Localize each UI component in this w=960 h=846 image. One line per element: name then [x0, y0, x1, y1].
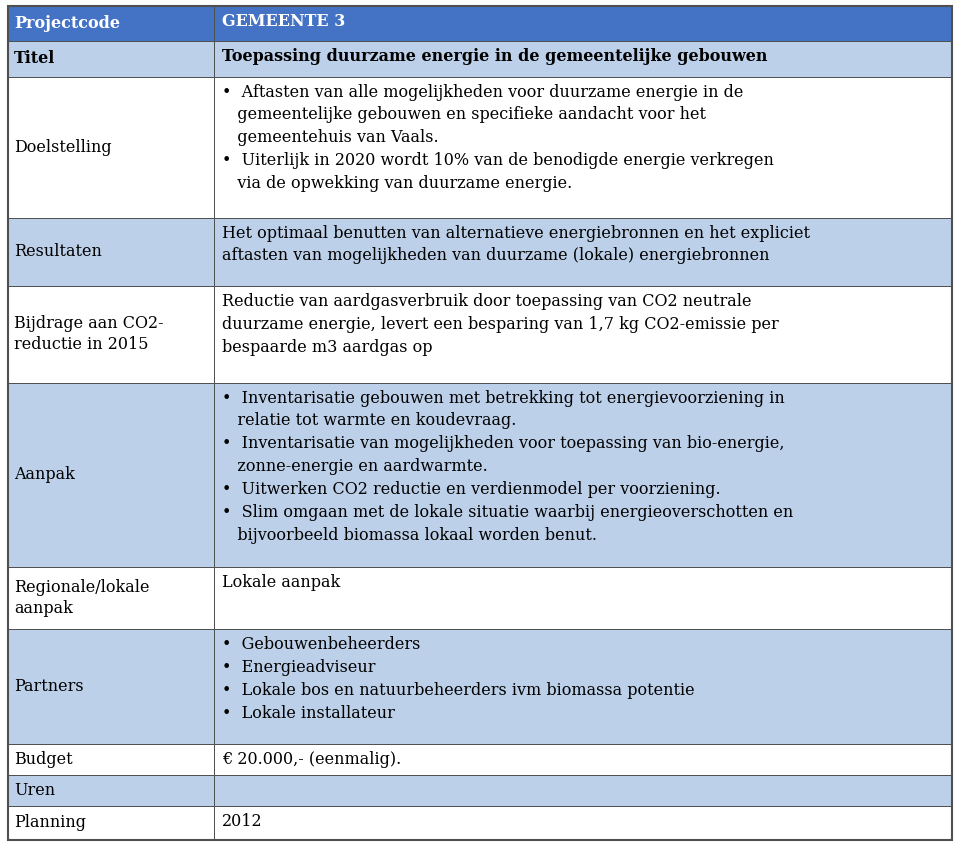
Text: Bijdrage aan CO2-
reductie in 2015: Bijdrage aan CO2- reductie in 2015: [14, 316, 163, 354]
Text: Budget: Budget: [14, 750, 73, 767]
Bar: [8, 217, 214, 286]
Bar: [8, 775, 214, 805]
Bar: [8, 629, 214, 744]
Text: Uren: Uren: [14, 782, 55, 799]
Text: € 20.000,- (eenmalig).: € 20.000,- (eenmalig).: [222, 750, 401, 767]
Text: Regionale/lokale
aanpak: Regionale/lokale aanpak: [14, 580, 150, 618]
Bar: [214, 744, 952, 775]
Bar: [214, 76, 952, 217]
Bar: [214, 382, 952, 567]
Bar: [8, 6, 214, 41]
Text: •  Gebouwenbeheerders
•  Energieadviseur
•  Lokale bos en natuurbeheerders ivm b: • Gebouwenbeheerders • Energieadviseur •…: [222, 636, 694, 722]
Bar: [8, 744, 214, 775]
Bar: [214, 805, 952, 840]
Bar: [8, 805, 214, 840]
Text: Resultaten: Resultaten: [14, 244, 102, 261]
Bar: [8, 567, 214, 629]
Text: Partners: Partners: [14, 678, 84, 695]
Bar: [8, 41, 214, 76]
Text: Aanpak: Aanpak: [14, 466, 75, 483]
Bar: [8, 76, 214, 217]
Bar: [214, 6, 952, 41]
Bar: [214, 41, 952, 76]
Text: Projectcode: Projectcode: [14, 15, 120, 32]
Text: Titel: Titel: [14, 51, 56, 68]
Text: Doelstelling: Doelstelling: [14, 139, 111, 156]
Text: 2012: 2012: [222, 813, 262, 830]
Text: Lokale aanpak: Lokale aanpak: [222, 574, 340, 591]
Text: •  Aftasten van alle mogelijkheden voor duurzame energie in de
   gemeentelijke : • Aftasten van alle mogelijkheden voor d…: [222, 84, 774, 192]
Bar: [214, 775, 952, 805]
Text: Toepassing duurzame energie in de gemeentelijke gebouwen: Toepassing duurzame energie in de gemeen…: [222, 48, 767, 65]
Bar: [214, 286, 952, 382]
Text: Reductie van aardgasverbruik door toepassing van CO2 neutrale
duurzame energie, : Reductie van aardgasverbruik door toepas…: [222, 293, 779, 356]
Text: •  Inventarisatie gebouwen met betrekking tot energievoorziening in
   relatie t: • Inventarisatie gebouwen met betrekking…: [222, 389, 793, 544]
Bar: [8, 286, 214, 382]
Bar: [214, 629, 952, 744]
Bar: [214, 217, 952, 286]
Text: Het optimaal benutten van alternatieve energiebronnen en het expliciet
aftasten : Het optimaal benutten van alternatieve e…: [222, 224, 810, 265]
Bar: [214, 567, 952, 629]
Text: GEMEENTE 3: GEMEENTE 3: [222, 13, 345, 30]
Text: Planning: Planning: [14, 815, 86, 832]
Bar: [8, 382, 214, 567]
